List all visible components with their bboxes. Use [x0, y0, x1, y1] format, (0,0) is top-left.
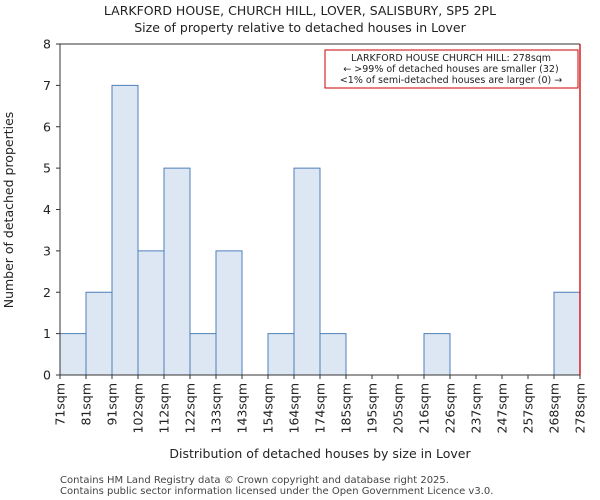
annotation-line-2: ← >99% of detached houses are smaller (3… [343, 64, 558, 75]
x-tick-label: 174sqm [313, 383, 328, 433]
y-tick-label: 3 [43, 243, 51, 258]
x-tick-label: 122sqm [183, 383, 198, 433]
x-tick-label: 268sqm [547, 383, 562, 433]
x-tick-label: 112sqm [157, 383, 172, 433]
annotation-box: LARKFORD HOUSE CHURCH HILL: 278sqm ← >99… [324, 49, 579, 89]
x-tick-label: 216sqm [417, 383, 432, 433]
bar-164sqm [293, 167, 321, 376]
x-tick-label: 257sqm [521, 383, 536, 433]
x-tick-label: 195sqm [365, 383, 380, 433]
y-ticks-group: 0 1 2 3 4 5 6 7 8 [43, 37, 60, 383]
x-tick-label: 226sqm [443, 383, 458, 433]
bar-154sqm [267, 333, 295, 376]
bar-91sqm [111, 84, 139, 376]
x-axis-label: Distribution of detached houses by size … [169, 446, 471, 461]
bar-71sqm [59, 333, 87, 376]
x-tick-label: 91sqm [105, 383, 120, 426]
x-tick-label: 185sqm [339, 383, 354, 433]
y-tick-label: 1 [43, 326, 51, 341]
y-tick-label: 5 [43, 161, 51, 176]
x-tick-label: 71sqm [53, 383, 68, 426]
x-tick-label: 133sqm [209, 383, 224, 433]
chart-subtitle: Size of property relative to detached ho… [134, 20, 466, 35]
x-ticks-group: 71sqm 81sqm 91sqm 102sqm 112sqm 122sqm 133sqm 1… [53, 375, 588, 433]
x-tick-label: 164sqm [287, 383, 302, 433]
bars-group [59, 84, 581, 376]
bar-122sqm [189, 333, 217, 376]
y-tick-label: 8 [43, 37, 51, 52]
bar-174sqm [319, 333, 347, 376]
footer-line-2: Contains public sector information licen… [60, 486, 493, 497]
bar-133sqm [215, 250, 243, 376]
x-tick-label: 278sqm [573, 383, 588, 433]
y-tick-label: 6 [43, 119, 51, 134]
x-tick-label: 154sqm [261, 383, 276, 433]
y-tick-label: 2 [43, 285, 51, 300]
x-tick-label: 237sqm [469, 383, 484, 433]
footer-line-1: Contains HM Land Registry data © Crown c… [60, 475, 449, 486]
x-tick-label: 143sqm [235, 383, 250, 433]
chart-title: LARKFORD HOUSE, CHURCH HILL, LOVER, SALI… [104, 3, 496, 18]
y-tick-label: 0 [43, 368, 51, 383]
x-tick-label: 102sqm [131, 383, 146, 433]
bar-216sqm [423, 333, 451, 376]
y-axis-label: Number of detached properties [1, 112, 16, 309]
annotation-line-3: <1% of semi-detached houses are larger (… [340, 75, 562, 86]
x-tick-label: 247sqm [495, 383, 510, 433]
annotation-frame [324, 49, 579, 89]
bar-102sqm [137, 250, 165, 376]
bar-268sqm [553, 291, 581, 376]
bar-81sqm [85, 291, 113, 376]
x-tick-label: 205sqm [391, 383, 406, 433]
y-tick-label: 4 [43, 202, 51, 217]
annotation-line-1: LARKFORD HOUSE CHURCH HILL: 278sqm [351, 53, 551, 64]
x-tick-label: 81sqm [79, 383, 94, 426]
bar-112sqm [163, 167, 191, 376]
y-tick-label: 7 [43, 78, 51, 93]
